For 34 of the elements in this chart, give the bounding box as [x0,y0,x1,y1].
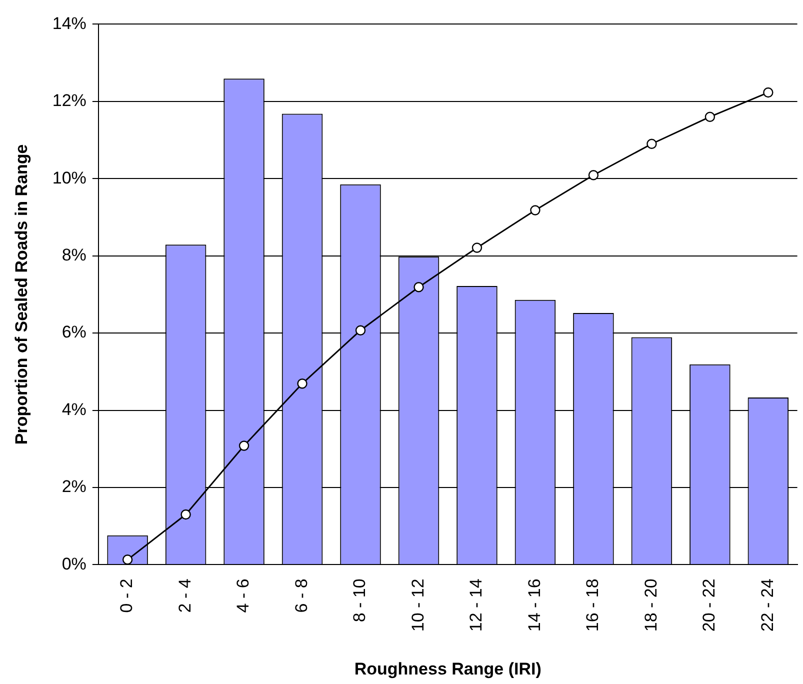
y-tick-label: 0% [62,554,86,574]
x-tick-label: 14 - 16 [524,578,544,632]
x-tick-label: 10 - 12 [408,578,428,632]
point [297,378,308,389]
point [646,138,657,149]
point [763,87,774,98]
x-axis-title: Roughness Range (IRI) [354,659,542,678]
x-tick-label: 20 - 22 [700,578,719,632]
x-tick-label: 16 - 18 [583,578,602,632]
y-tick-label: 2% [62,477,86,496]
point [355,325,366,336]
point [414,282,424,292]
point [530,205,540,216]
y-axis-title: Proportion of Sealed Roads in Range [12,144,31,445]
y-tick-label: 10% [52,168,86,188]
x-tick-label: 2 - 4 [175,578,194,613]
point [238,440,250,451]
y-tick-label: 8% [62,246,86,265]
y-tick-label: 14% [52,14,86,33]
point [704,112,716,122]
y-tick-label: 6% [62,322,86,342]
x-tick-label: 18 - 20 [641,578,660,632]
x-tick-label: 4 - 6 [234,578,253,613]
point [472,242,482,253]
x-tick-label: 6 - 8 [292,578,311,613]
x-tick-label: 0 - 2 [117,578,136,613]
point [588,170,599,180]
point [180,509,191,520]
x-tick-label: 22 - 24 [758,578,777,632]
y-tick-label: 12% [52,91,86,110]
point [122,554,133,565]
y-tick-label: 4% [62,400,86,419]
x-tick-label: 8 - 10 [350,578,370,622]
x-tick-label: 12 - 14 [466,578,486,632]
